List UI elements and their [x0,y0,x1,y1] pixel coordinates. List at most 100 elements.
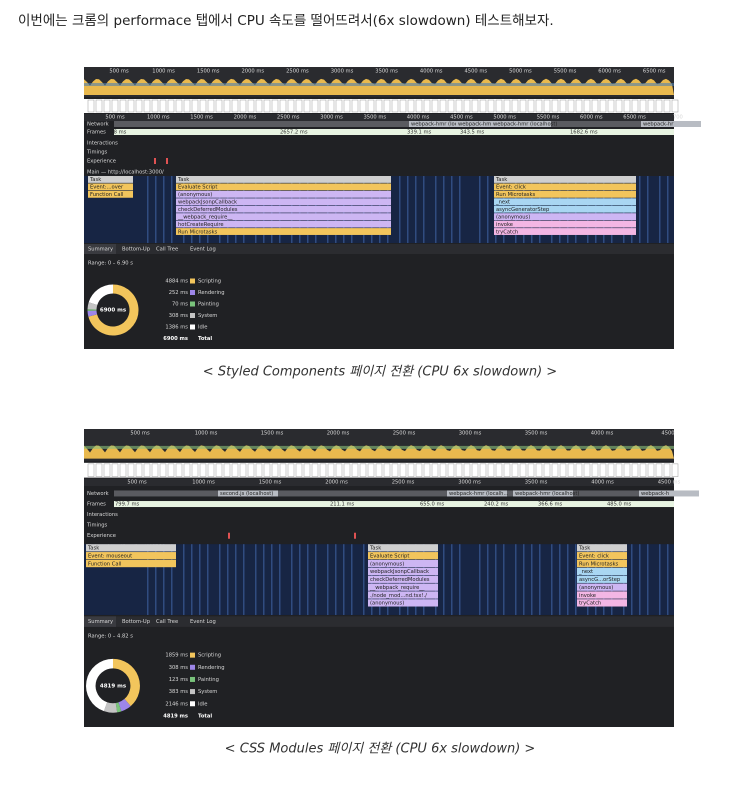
flame-label: checkDeferredModules [370,577,430,583]
stripe [327,544,329,615]
film-frame [551,463,559,477]
stripe [415,176,417,243]
flame-block [86,552,176,560]
film-frame [167,99,175,113]
flame-block [176,228,391,235]
network-request [513,490,573,497]
film-frame [495,99,503,113]
film-frame [439,99,447,113]
ruler-tick-label: 3000 ms [458,479,481,485]
stripe [479,544,481,615]
stripe [227,544,229,615]
flame-block [176,183,391,191]
flame-block [176,190,391,198]
stripe [155,176,157,243]
summary-total-time: 6900 ms [163,336,188,342]
film-frame [463,463,471,477]
film-frame [535,463,543,477]
track-label: Network [87,122,109,128]
summary-swatch [190,689,195,695]
caption: < CSS Modules 페이지 전환 (CPU 6x slowdown) > [225,742,536,757]
film-frame [375,99,383,113]
flame-label: Run Microtasks [496,192,535,198]
summary-swatch [190,664,195,670]
flame-block [176,198,391,206]
film-frame [207,463,215,477]
flame-block [88,176,133,183]
film-frame [335,99,343,113]
summary-time: 308 ms [169,313,189,319]
network-request [639,490,699,497]
flame-label: Run Microtasks [579,561,618,567]
overview-tick-label: 1000 ms [195,431,218,437]
ruler [84,478,674,487]
film-frame [655,463,663,477]
tab-bar [84,616,674,627]
flame-block [577,575,627,583]
summary-total-name: Total [198,713,212,719]
overview-band [84,83,674,86]
stripe [479,176,481,243]
donut-total: 6900 ms [100,308,127,314]
film-frame [191,463,199,477]
ruler-tick-label: 2500 ms [392,479,415,485]
frame-label: 366.6 ms [538,502,563,508]
film-frame [255,99,263,113]
donut-slice [87,310,98,317]
summary-category: Idle [198,701,207,707]
ruler-tick-label: 500 ms [127,479,147,485]
film-frame [287,463,295,477]
stripe [263,544,265,615]
stripe [335,544,337,615]
film-frame [175,463,183,477]
stripe [235,544,237,615]
summary-time: 252 ms [169,290,189,296]
stripe [459,176,461,243]
ruler-tick-label: 700 [673,115,683,121]
summary-time: 1859 ms [165,653,188,659]
film-frame [439,463,447,477]
flame-block [577,559,627,568]
stripe [183,544,185,615]
flame-label: Function Call [90,192,123,198]
flame-label: Event: mouseout [88,553,132,559]
flame-block [494,183,636,191]
film-frame [103,99,111,113]
summary-category: Scripting [198,279,221,285]
film-frame [639,99,647,113]
film-frame [383,99,391,113]
donut-total: 4819 ms [100,683,127,689]
film-frame [351,99,359,113]
stripe [147,544,149,615]
tab: Summary [88,619,113,625]
overview-tick-label: 2500 ms [393,431,416,437]
frame-label: 799.7 ms [115,502,140,508]
frame-label: .8 ms [112,130,127,136]
film-frame [135,99,143,113]
frame-label: 485.0 ms [607,502,632,508]
layout-shift [154,158,156,164]
film-frame [135,463,143,477]
summary-swatch [190,701,195,707]
frame-label: 2657.2 ms [280,130,308,136]
donut-slice [115,702,122,713]
film-frame [215,99,223,113]
film-frame [407,463,415,477]
stripe [647,544,649,615]
track-label: Network [87,491,109,497]
network-request-label: webpack-h [641,491,669,497]
film-frame [519,463,527,477]
film-frame [223,463,231,477]
film-frame [583,463,591,477]
flame-block [368,599,438,607]
summary-time: 1386 ms [165,325,188,331]
frame-label: 211.1 ms [330,502,355,508]
flame-label: (anonymous) [579,585,613,591]
film-frame [399,99,407,113]
film-frame [391,463,399,477]
film-frame [335,463,343,477]
film-frame [183,99,191,113]
stripe [515,544,517,615]
stripe [407,176,409,243]
film-frame [167,463,175,477]
